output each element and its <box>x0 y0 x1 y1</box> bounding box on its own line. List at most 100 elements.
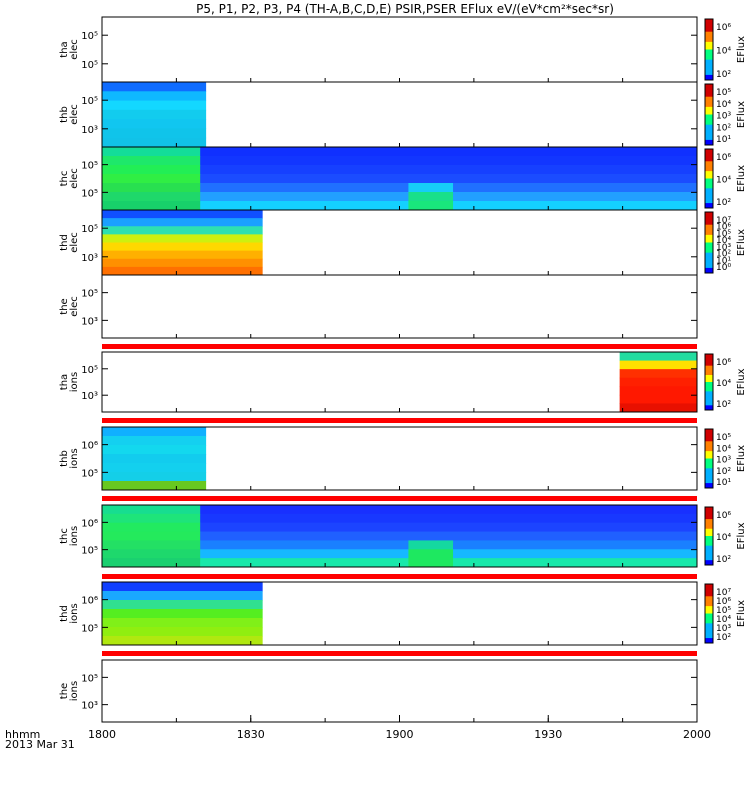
colorbar-cell <box>705 480 713 484</box>
colorbar-cell <box>705 393 713 397</box>
spectrogram-highlight-cell <box>408 549 454 559</box>
x-tick-label: 2000 <box>683 728 711 741</box>
colorbar-tick-label: 10² <box>716 633 731 643</box>
spectrogram-first-block-cell <box>102 192 201 202</box>
spectrogram-cell <box>102 156 697 166</box>
colorbar-cell <box>705 99 713 103</box>
colorbar-tick-label: 10⁴ <box>716 47 731 57</box>
colorbar-cell <box>705 203 713 206</box>
colorbar-tick-label: 10² <box>716 555 731 565</box>
spectrogram-cell <box>102 201 697 211</box>
colorbar-cell <box>705 615 713 619</box>
colorbar-cell <box>705 59 713 63</box>
colorbar-cell <box>705 398 713 402</box>
colorbar-cell <box>705 356 713 360</box>
colorbar-cell <box>705 176 713 179</box>
colorbar-cell <box>705 555 713 559</box>
y-tick-label: 10⁵ <box>81 161 98 172</box>
spectrogram-cell <box>102 609 263 619</box>
colorbar-tick-label: 10² <box>716 198 731 208</box>
spectrogram-cell <box>102 472 207 482</box>
colorbar-tick-label: 10³ <box>716 112 731 122</box>
colorbar-cell <box>705 584 713 587</box>
spectrogram-cell <box>102 513 697 524</box>
colorbar-cell <box>705 267 713 271</box>
colorbar-cell <box>705 41 713 45</box>
colorbar-cell <box>705 224 713 228</box>
colorbar-cell <box>705 538 713 542</box>
y-tick-label: 10⁶ <box>81 441 98 452</box>
colorbar-cell <box>705 237 713 241</box>
spectrogram-cell <box>102 558 697 568</box>
colorbar-cell <box>705 389 713 392</box>
colorbar-cell <box>705 222 713 226</box>
colorbar-cell <box>705 214 713 218</box>
y-tick-label: 10⁵ <box>81 289 98 300</box>
colorbar-cell <box>705 613 713 617</box>
colorbar-cell <box>705 219 713 223</box>
colorbar-cell <box>705 625 713 629</box>
colorbar-cell <box>705 163 713 167</box>
colorbar-cell <box>705 49 713 53</box>
spectrogram-first-block-cell <box>102 540 201 550</box>
spectrogram-first-block-cell <box>102 174 201 184</box>
y-axis-label-probe: the <box>59 683 70 699</box>
colorbar-cell <box>705 396 713 399</box>
spectrogram-cell <box>102 91 207 102</box>
colorbar-cell <box>705 62 713 66</box>
colorbar-cell <box>705 386 713 390</box>
colorbar-cell <box>705 511 713 515</box>
colorbar-cell <box>705 377 713 381</box>
spectrogram-cell <box>102 174 697 184</box>
y-axis-label-species: ions <box>69 603 80 623</box>
time-axis-unit-label: hhmm <box>5 728 40 741</box>
colorbar-cell <box>705 363 713 367</box>
colorbar-cell <box>705 429 713 432</box>
colorbar-cell <box>705 29 713 33</box>
spectrogram-first-block-cell <box>102 531 201 541</box>
spectrogram-cell <box>619 377 697 387</box>
colorbar-cell <box>705 195 713 199</box>
spectrogram-cell <box>102 582 263 592</box>
colorbar-cell <box>705 372 713 376</box>
colorbar-cell <box>705 403 713 406</box>
colorbar-cell <box>705 586 713 590</box>
panel-background <box>102 352 697 412</box>
colorbar-cell <box>705 109 713 113</box>
colorbar-tick-label: 10⁵ <box>716 88 731 98</box>
colorbar-cell <box>705 441 713 445</box>
colorbar-cell <box>705 620 713 624</box>
spectrogram-cell <box>102 549 697 559</box>
colorbar-tick-label: 10² <box>716 70 731 80</box>
y-axis-label-species: ions <box>69 526 80 546</box>
colorbar-cell <box>705 521 713 525</box>
colorbar-cell <box>705 507 713 510</box>
colorbar-cell <box>705 74 713 78</box>
colorbar-cell <box>705 540 713 544</box>
colorbar-cell <box>705 26 713 30</box>
colorbar-cell <box>705 379 713 383</box>
colorbar-cell <box>705 446 713 450</box>
spectrogram-cell <box>102 192 697 202</box>
y-tick-label: 10³ <box>81 125 98 136</box>
y-axis-label-probe: thd <box>59 605 70 622</box>
spectrogram-cell <box>102 234 263 243</box>
spectrogram-cell <box>102 226 263 235</box>
colorbar-cell <box>705 598 713 602</box>
x-tick-label: 1830 <box>237 728 265 741</box>
spectrogram-first-block-cell <box>102 147 201 157</box>
colorbar-cell <box>705 91 713 95</box>
panel-background <box>102 17 697 82</box>
colorbar-tick-label: 10⁴ <box>716 533 731 543</box>
colorbar-cell <box>705 239 713 243</box>
colorbar-unit-label: EFlux <box>736 36 747 63</box>
spectrogram-cell <box>102 119 207 129</box>
colorbar-tick-label: 10⁵ <box>716 433 731 443</box>
quality-flag-bar <box>102 344 697 349</box>
colorbar-cell <box>705 166 713 170</box>
colorbar-cell <box>705 198 713 202</box>
colorbar-tick-label: 10³ <box>716 624 731 634</box>
colorbar-cell <box>705 153 713 157</box>
